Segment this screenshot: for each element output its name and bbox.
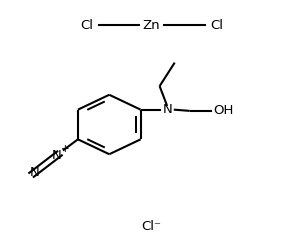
- Text: Cl: Cl: [210, 19, 223, 32]
- Text: N: N: [162, 103, 172, 116]
- Text: N: N: [52, 149, 62, 162]
- Text: Zn: Zn: [143, 19, 160, 32]
- Text: Cl: Cl: [80, 19, 93, 32]
- Text: N: N: [29, 166, 39, 179]
- Text: +: +: [61, 143, 70, 154]
- Text: OH: OH: [213, 104, 233, 117]
- Text: Cl⁻: Cl⁻: [142, 220, 161, 233]
